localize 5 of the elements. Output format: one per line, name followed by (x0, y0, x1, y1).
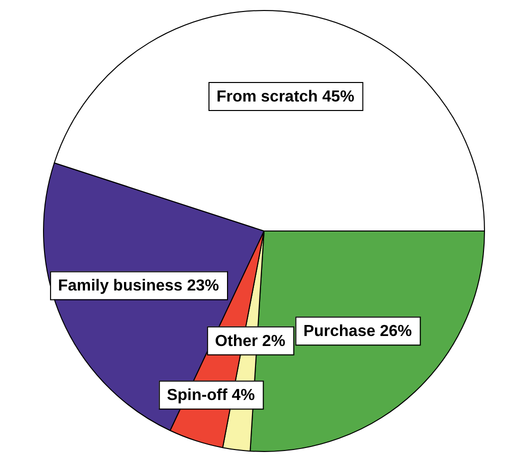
slice-label: Spin-off 4% (166, 386, 255, 404)
slice-label: Family business 23% (58, 278, 220, 295)
slice-label: Purchase 26% (303, 323, 412, 340)
slice-label: Other 2% (215, 332, 286, 350)
slice-label: From scratch 45% (216, 88, 354, 106)
